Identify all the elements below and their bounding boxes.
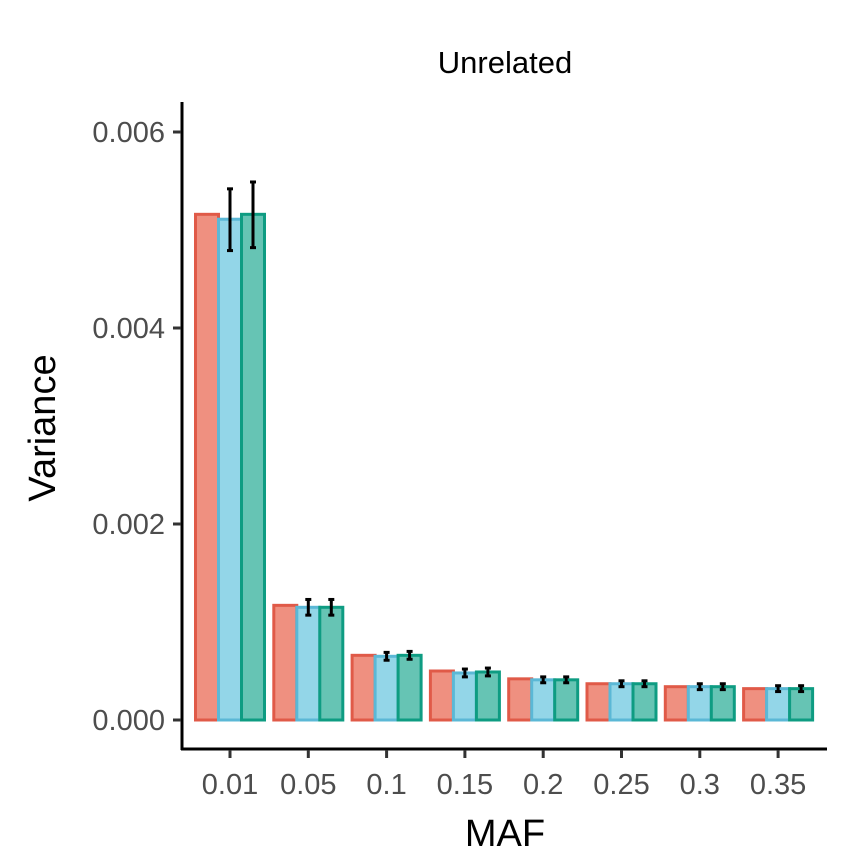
bar-0.3-series-1 <box>663 685 690 722</box>
x-axis-ticks: 0.01 0.05 0.1 0.15 0.2 0.25 0.3 0.35 <box>202 750 806 801</box>
bar-0.1-series-3 <box>396 653 423 722</box>
bar-0.2-series-3 <box>553 678 580 722</box>
bar-0.25-series-1 <box>585 682 612 722</box>
bar-0.3-series-2 <box>686 685 713 722</box>
x-axis-title: MAF <box>465 813 545 855</box>
bar-0.05-series-3 <box>318 605 345 722</box>
x-tick-label-0.25: 0.25 <box>593 769 649 801</box>
bar-0.01-series-1 <box>194 212 220 722</box>
y-axis-title: Variance <box>22 354 64 501</box>
x-tick-label-0.05: 0.05 <box>280 769 336 801</box>
bar-0.25-series-3 <box>631 682 658 722</box>
bar-0.15-series-3 <box>474 670 501 722</box>
y-tick-label-0.002: 0.002 <box>92 509 165 541</box>
bar-0.35-series-2 <box>765 687 792 722</box>
bar-0.3-series-3 <box>709 685 736 722</box>
x-tick-label-0.15: 0.15 <box>437 769 493 801</box>
bars-layer <box>194 212 815 722</box>
bar-0.2-series-1 <box>507 677 534 722</box>
bar-0.15-series-2 <box>451 671 478 722</box>
bar-0.05-series-2 <box>295 605 322 722</box>
bar-0.1-series-1 <box>350 653 377 722</box>
panel-title: Unrelated <box>438 45 572 80</box>
bar-0.01-series-2 <box>217 217 243 722</box>
bar-0.01-series-3 <box>240 212 266 722</box>
x-tick-label-0.35: 0.35 <box>750 769 806 801</box>
x-tick-label-0.1: 0.1 <box>366 769 406 801</box>
bar-0.25-series-2 <box>608 682 635 722</box>
bar-0.05-series-1 <box>272 603 299 722</box>
bar-0.2-series-2 <box>530 678 557 722</box>
y-tick-label-0.004: 0.004 <box>92 313 165 345</box>
bar-0.1-series-2 <box>373 654 400 722</box>
y-tick-label-0.000: 0.000 <box>92 705 165 737</box>
y-axis-ticks: 0.000 0.002 0.004 0.006 <box>92 117 181 737</box>
bar-0.35-series-1 <box>742 687 769 722</box>
error-bars-layer <box>227 180 805 694</box>
x-tick-label-0.2: 0.2 <box>523 769 563 801</box>
x-tick-label-0.3: 0.3 <box>680 769 720 801</box>
y-tick-label-0.006: 0.006 <box>92 117 165 149</box>
bar-0.35-series-3 <box>788 687 815 722</box>
x-tick-label-0.01: 0.01 <box>202 769 258 801</box>
bar-0.15-series-1 <box>428 669 455 722</box>
